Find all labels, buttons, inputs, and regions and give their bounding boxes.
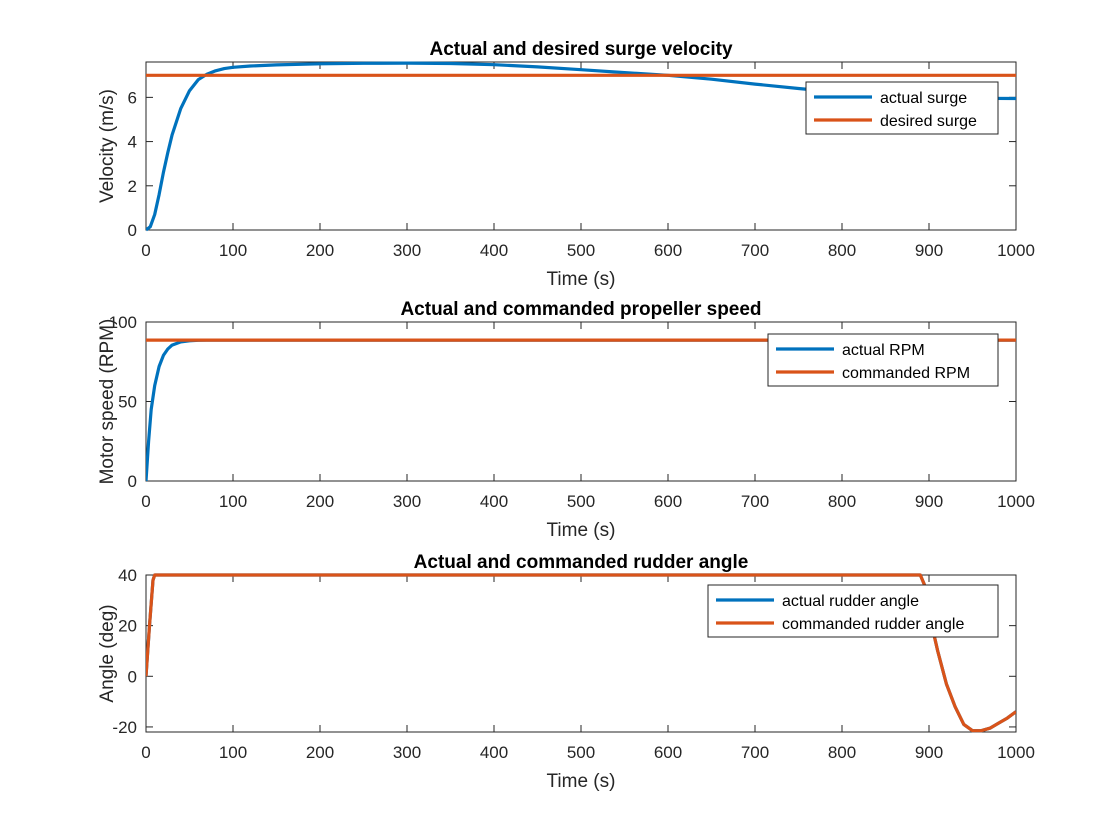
- legend-label: commanded rudder angle: [782, 616, 964, 633]
- x-tick-label: 1000: [997, 241, 1035, 260]
- y-tick-label: 0: [128, 667, 137, 686]
- x-tick-label: 700: [741, 241, 769, 260]
- x-tick-label: 200: [306, 241, 334, 260]
- legend-label: actual surge: [880, 90, 967, 107]
- x-tick-label: 400: [480, 743, 508, 762]
- x-tick-label: 300: [393, 241, 421, 260]
- x-tick-label: 300: [393, 743, 421, 762]
- series-line-2: [146, 573, 1016, 733]
- y-tick-label: -20: [112, 718, 137, 737]
- x-tick-label: 700: [741, 743, 769, 762]
- x-tick-label: 600: [654, 241, 682, 260]
- legend-box: [707, 584, 999, 638]
- x-tick-label: 700: [741, 492, 769, 511]
- y-tick-label: 6: [128, 88, 137, 107]
- y-tick-label: 100: [109, 313, 137, 332]
- x-tick-label: 400: [480, 492, 508, 511]
- y-axis-label: Motor speed (RPM): [97, 319, 118, 485]
- legend-label: actual rudder angle: [782, 593, 919, 610]
- x-tick-label: 900: [915, 241, 943, 260]
- x-tick-label: 500: [567, 492, 595, 511]
- y-tick-label: 20: [118, 617, 137, 636]
- x-tick-label: 200: [306, 492, 334, 511]
- x-tick-label: 800: [828, 241, 856, 260]
- x-tick-label: 0: [141, 492, 150, 511]
- x-tick-label: 100: [219, 241, 247, 260]
- y-tick-label: 50: [118, 393, 137, 412]
- chart-title: Actual and desired surge velocity: [429, 39, 732, 60]
- x-tick-label: 800: [828, 492, 856, 511]
- y-axis-label: Angle (deg): [97, 604, 118, 702]
- series-line-1: [146, 61, 1016, 232]
- y-tick-label: 0: [128, 472, 137, 491]
- x-tick-label: 500: [567, 743, 595, 762]
- y-tick-label: 2: [128, 177, 137, 196]
- y-tick-label: 4: [128, 133, 137, 152]
- legend-label: commanded RPM: [842, 365, 970, 382]
- x-tick-label: 1000: [997, 743, 1035, 762]
- x-tick-label: 800: [828, 743, 856, 762]
- x-tick-label: 100: [219, 492, 247, 511]
- legend-label: desired surge: [880, 113, 977, 130]
- x-tick-label: 900: [915, 492, 943, 511]
- x-tick-label: 0: [141, 241, 150, 260]
- x-tick-label: 900: [915, 743, 943, 762]
- y-axis-label: Velocity (m/s): [97, 89, 118, 203]
- x-axis-label: Time (s): [547, 269, 616, 290]
- x-tick-label: 400: [480, 241, 508, 260]
- legend-box: [767, 333, 999, 387]
- x-tick-label: 600: [654, 743, 682, 762]
- x-tick-label: 100: [219, 743, 247, 762]
- x-axis-label: Time (s): [547, 771, 616, 792]
- chart-title: Actual and commanded rudder angle: [414, 552, 749, 573]
- y-tick-label: 40: [118, 566, 137, 585]
- x-axis-label: Time (s): [547, 520, 616, 541]
- legend-label: actual RPM: [842, 342, 925, 359]
- x-tick-label: 600: [654, 492, 682, 511]
- x-tick-label: 200: [306, 743, 334, 762]
- chart-title: Actual and commanded propeller speed: [400, 299, 761, 320]
- y-tick-label: 0: [128, 221, 137, 240]
- x-tick-label: 1000: [997, 492, 1035, 511]
- x-tick-label: 300: [393, 492, 421, 511]
- legend-box: [805, 81, 999, 135]
- x-tick-label: 500: [567, 241, 595, 260]
- x-tick-label: 0: [141, 743, 150, 762]
